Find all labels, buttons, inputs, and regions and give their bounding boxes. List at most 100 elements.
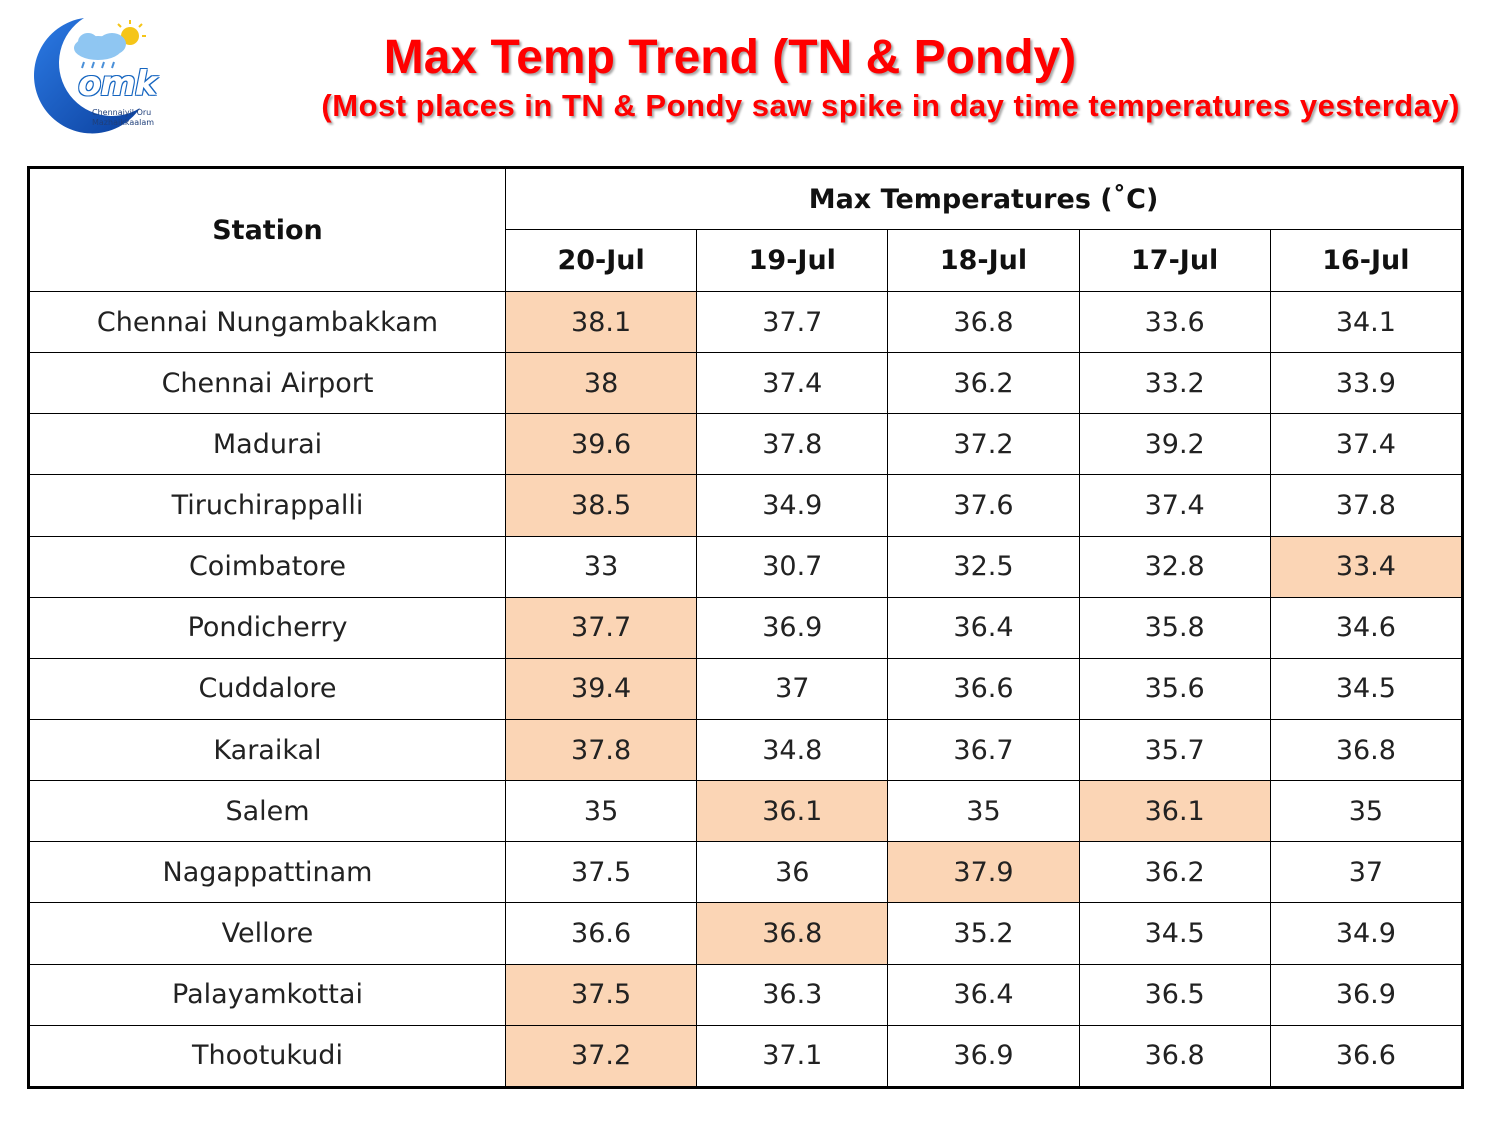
temperature-cell: 37.5 xyxy=(504,841,698,904)
logo-graphic xyxy=(33,18,146,134)
table-row: Palayamkottai 37.5 36.3 36.4 36.5 36.9 xyxy=(29,963,1463,1026)
date-header-16-jul: 16-Jul xyxy=(1269,229,1463,292)
station-cell: Coimbatore xyxy=(29,535,506,598)
temperature-cell: 37.8 xyxy=(1269,474,1463,537)
temperature-cell: 36.6 xyxy=(504,902,698,965)
temperature-cell: 36.2 xyxy=(1078,841,1271,904)
station-cell: Salem xyxy=(29,780,506,843)
temperature-cell: 33.6 xyxy=(1078,290,1271,354)
temperature-cell: 34.5 xyxy=(1269,657,1463,720)
temperature-cell: 37.4 xyxy=(696,352,889,415)
page-title: Max Temp Trend (TN & Pondy) xyxy=(383,31,1077,84)
temperature-cell: 38 xyxy=(504,352,698,415)
temperature-cell: 38.5 xyxy=(504,474,698,537)
page-subtitle: (Most places in TN & Pondy saw spike in … xyxy=(321,88,1460,123)
table-row: Chennai Nungambakkam 38.1 37.7 36.8 33.6 34.1 xyxy=(29,290,1463,354)
temperature-cell: 37.8 xyxy=(696,413,889,476)
temperature-cell: 34.1 xyxy=(1269,290,1463,354)
header-row-group: Station Max Temperatures (˚C) xyxy=(29,168,1462,292)
temperature-cell: 35.6 xyxy=(1078,657,1271,720)
cloud-icon xyxy=(74,33,126,60)
temperature-cell: 33.9 xyxy=(1269,352,1463,415)
temperature-cell: 37.9 xyxy=(887,841,1080,904)
station-cell: Chennai Nungambakkam xyxy=(29,290,506,354)
temperature-cell: 32.8 xyxy=(1078,535,1271,598)
temperature-cell: 36.5 xyxy=(1078,963,1271,1026)
date-header-17-jul: 17-Jul xyxy=(1078,229,1271,292)
temperature-cell: 34.9 xyxy=(1269,902,1463,965)
temperature-cell: 36 xyxy=(696,841,889,904)
station-cell: Thootukudi xyxy=(29,1024,506,1088)
station-cell: Palayamkottai xyxy=(29,963,506,1026)
temperature-cell: 36.1 xyxy=(696,780,889,843)
temperature-cell: 35 xyxy=(504,780,698,843)
temperature-cell: 34.9 xyxy=(696,474,889,537)
temperature-cell: 37.1 xyxy=(696,1024,889,1088)
temperature-cell: 39.4 xyxy=(504,657,698,720)
table-row: Nagappattinam 37.5 36 37.9 36.2 37 xyxy=(29,841,1463,904)
station-cell: Karaikal xyxy=(29,718,506,782)
temperature-cell: 39.2 xyxy=(1078,413,1271,476)
station-cell: Nagappattinam xyxy=(29,841,506,904)
temperature-cell: 36.9 xyxy=(696,596,889,659)
table-row: Salem 35 36.1 35 36.1 35 xyxy=(29,780,1463,843)
temperature-cell: 36.9 xyxy=(1269,963,1463,1026)
temperature-cell: 36.4 xyxy=(887,963,1080,1026)
temperature-cell: 35.7 xyxy=(1078,718,1271,782)
temperature-cell: 36.6 xyxy=(1269,1024,1463,1088)
temperature-cell: 33.2 xyxy=(1078,352,1271,415)
table-body: Chennai Nungambakkam 38.1 37.7 36.8 33.6 34.1… xyxy=(29,290,1463,1088)
date-header-19-jul: 19-Jul xyxy=(696,229,889,292)
temperature-table-container: Station Max Temperatures (˚C) 20-Jul 19-J… xyxy=(27,166,1464,1089)
table-row: Tiruchirappalli 38.5 34.9 37.6 37.4 37.8 xyxy=(29,474,1463,537)
temperature-cell: 37.6 xyxy=(887,474,1080,537)
temperature-cell: 36.8 xyxy=(1078,1024,1271,1088)
station-cell: Pondicherry xyxy=(29,596,506,659)
temperature-cell: 36.8 xyxy=(887,290,1080,354)
station-cell: Chennai Airport xyxy=(29,352,506,415)
temperature-cell: 37 xyxy=(1269,841,1463,904)
table-row: Thootukudi 37.2 37.1 36.9 36.8 36.6 xyxy=(29,1024,1463,1088)
temperature-cell: 35 xyxy=(887,780,1080,843)
temperature-cell: 37 xyxy=(696,657,889,720)
table-row: Madurai 39.6 37.8 37.2 39.2 37.4 xyxy=(29,413,1463,476)
group-header: Max Temperatures (˚C) xyxy=(505,168,1462,230)
logo-wordmark: omk xyxy=(78,64,157,104)
temperature-cell: 37.7 xyxy=(696,290,889,354)
station-cell: Vellore xyxy=(29,902,506,965)
table-row: Cuddalore 39.4 37 36.6 35.6 34.5 xyxy=(29,657,1463,720)
temperature-cell: 39.6 xyxy=(504,413,698,476)
temperature-cell: 36.4 xyxy=(887,596,1080,659)
logo-tagline-1: Chennaiyil Oru xyxy=(92,108,152,117)
temperature-cell: 30.7 xyxy=(696,535,889,598)
temperature-cell: 33.4 xyxy=(1269,535,1463,598)
temperature-cell: 35.8 xyxy=(1078,596,1271,659)
table-row: Karaikal 37.8 34.8 36.7 35.7 36.8 xyxy=(29,718,1463,782)
temperature-cell: 34.5 xyxy=(1078,902,1271,965)
temperature-table: Station Max Temperatures (˚C) 20-Jul 19-J… xyxy=(29,168,1463,1088)
station-cell: Tiruchirappalli xyxy=(29,474,506,537)
temperature-cell: 37.8 xyxy=(504,718,698,782)
sun-icon xyxy=(117,20,146,45)
omk-logo: omk Chennaiyil Oru Mazhaikkaalam xyxy=(14,12,157,140)
date-header-18-jul: 18-Jul xyxy=(887,229,1080,292)
station-header: Station xyxy=(29,168,506,292)
logo-tagline-2: Mazhaikkaalam xyxy=(92,118,155,127)
temperature-cell: 37.2 xyxy=(504,1024,698,1088)
temperature-cell: 35 xyxy=(1269,780,1463,843)
header-row-dates: 20-Jul 19-Jul 18-Jul 17-Jul 16-Jul xyxy=(30,229,1463,292)
temperature-cell: 34.8 xyxy=(696,718,889,782)
table-row: Coimbatore 33 30.7 32.5 32.8 33.4 xyxy=(29,535,1463,598)
temperature-cell: 36.3 xyxy=(696,963,889,1026)
temperature-cell: 36.2 xyxy=(887,352,1080,415)
temperature-cell: 34.6 xyxy=(1269,596,1463,659)
temperature-cell: 37.5 xyxy=(504,963,698,1026)
temperature-cell: 36.8 xyxy=(696,902,889,965)
temperature-cell: 36.1 xyxy=(1078,780,1271,843)
temperature-cell: 36.9 xyxy=(887,1024,1080,1088)
table-row: Pondicherry 37.7 36.9 36.4 35.8 34.6 xyxy=(29,596,1463,659)
temperature-cell: 38.1 xyxy=(504,290,698,354)
temperature-cell: 37.4 xyxy=(1269,413,1463,476)
temperature-cell: 32.5 xyxy=(887,535,1080,598)
table-row: Chennai Airport 38 37.4 36.2 33.2 33.9 xyxy=(29,352,1463,415)
